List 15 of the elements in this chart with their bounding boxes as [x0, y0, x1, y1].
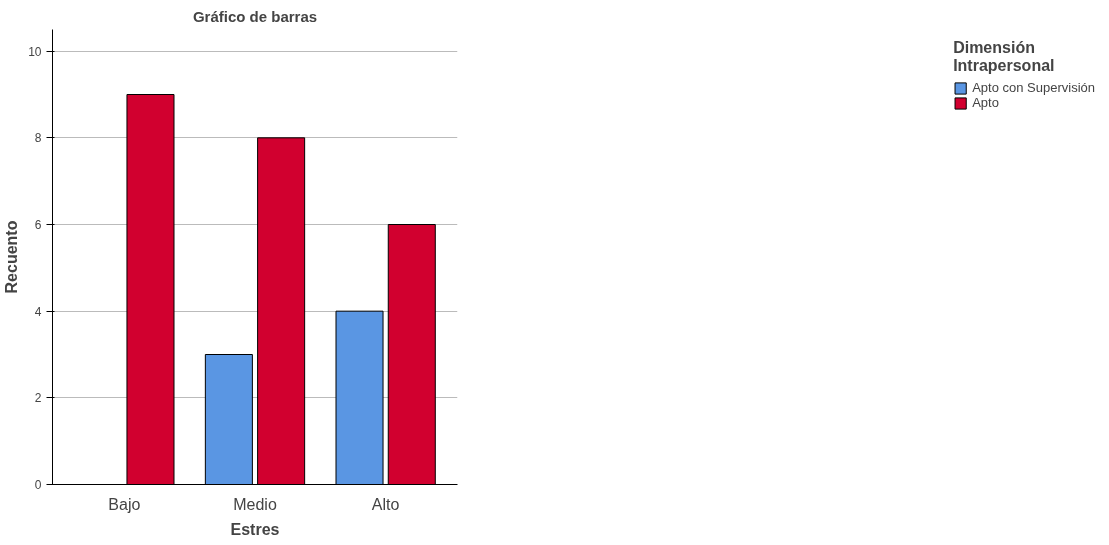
- x-tick-label: Bajo: [108, 495, 141, 513]
- y-axis-title: Recuento: [3, 220, 21, 294]
- y-tick-label: 10: [28, 44, 42, 59]
- y-tick-label: 2: [34, 391, 42, 406]
- x-axis-title: Estres: [230, 520, 280, 538]
- legend-title: Dimensión Intrapersonal: [953, 39, 1056, 75]
- x-tick-label: Alto: [371, 495, 400, 513]
- chart-title: Gráfico de barras: [192, 7, 318, 25]
- legend-label: Apto: [972, 95, 999, 110]
- x-tick-label: Medio: [233, 495, 277, 513]
- legend-label: Apto con Supervisión: [972, 80, 1095, 95]
- y-tick-label: 8: [34, 131, 42, 146]
- y-tick-label: 4: [34, 304, 42, 319]
- y-tick-label: 6: [34, 218, 42, 232]
- y-tick-label: 0: [34, 478, 42, 492]
